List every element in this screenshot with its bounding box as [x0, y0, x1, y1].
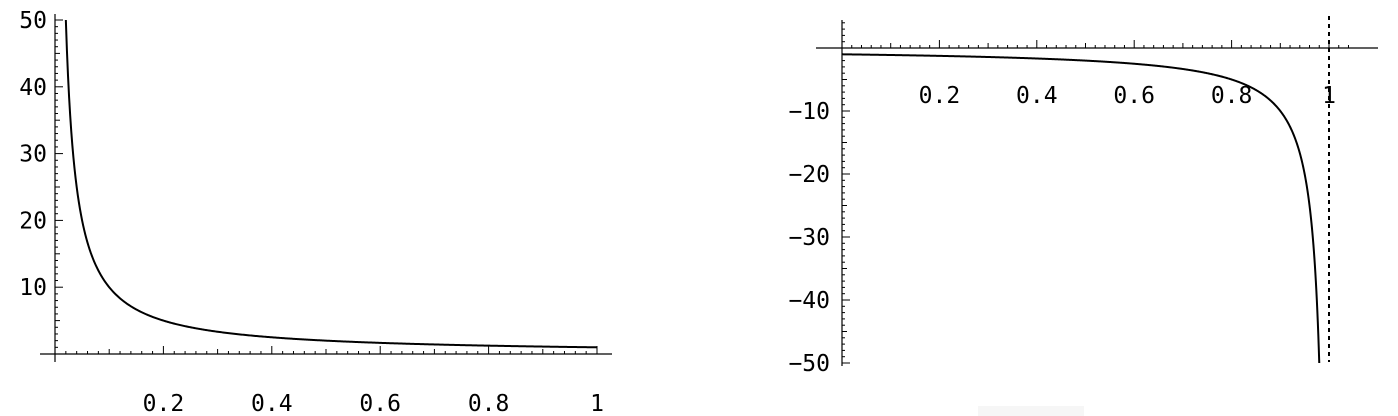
watermark-patch [978, 406, 1084, 416]
chart-right: 0.20.40.60.81−10−20−30−40−50 [788, 16, 1378, 377]
left-x-tick-label: 0.6 [359, 391, 401, 416]
left-y-tick-label: 30 [19, 142, 47, 168]
left-x-tick-label: 0.8 [468, 391, 510, 416]
right-y-tick-label: −50 [788, 351, 830, 377]
right-x-tick-label: 0.6 [1113, 83, 1155, 109]
right-x-tick-label: 0.4 [1016, 83, 1058, 109]
left-y-tick-label: 40 [19, 75, 47, 101]
right-series-line [841, 53, 1321, 364]
left-x-tick-label: 0.2 [143, 391, 185, 416]
left-y-tick-label: 20 [19, 208, 47, 234]
chart-left: 0.2 0.4 0.6 0.8 1 10 20 30 40 50 [19, 8, 612, 416]
right-y-tick-label: −30 [788, 225, 830, 251]
left-x-tick-label: 0.4 [251, 391, 293, 416]
right-y-tick-label: −40 [788, 288, 830, 314]
right-x-tick-label: 0.8 [1211, 83, 1253, 109]
left-series-line [64, 19, 598, 349]
right-y-tick-label: −20 [788, 162, 830, 188]
right-x-tick-label: 0.2 [919, 83, 961, 109]
left-y-tick-label: 50 [19, 8, 47, 34]
left-y-tick-label: 10 [19, 275, 47, 301]
right-y-tick-label: −10 [788, 99, 830, 125]
left-x-tick-label: 1 [590, 391, 604, 416]
